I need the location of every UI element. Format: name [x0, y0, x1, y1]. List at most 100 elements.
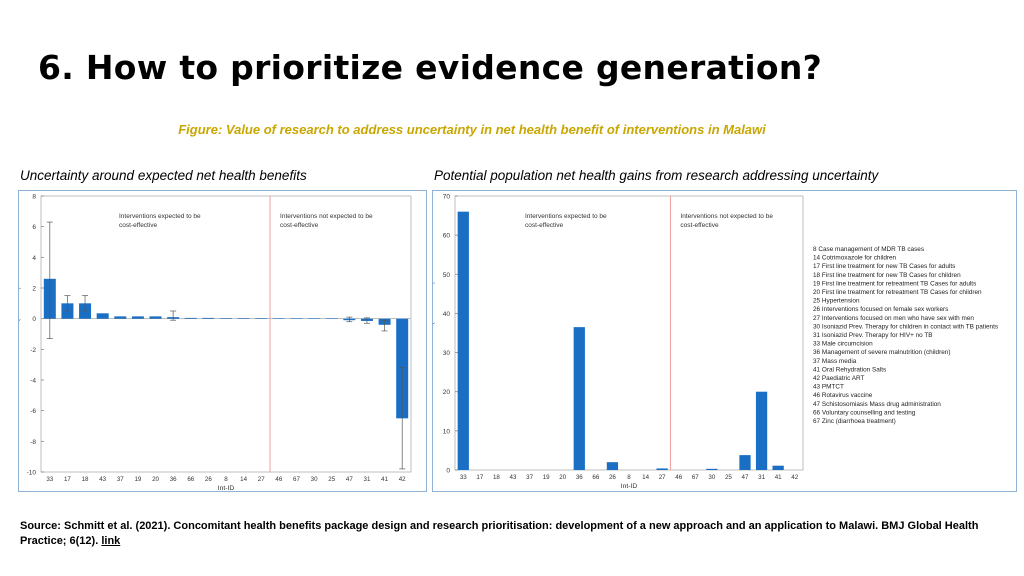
right-legend-entry: 30 Isoniazid Prev. Therapy for children …: [813, 323, 998, 330]
right-legend-entry: 46 Rotavirus vaccine: [813, 392, 873, 399]
left-bar-14: [237, 318, 250, 319]
right-xtick-label: 36: [576, 474, 583, 481]
source-footer: Source: Schmitt et al. (2021). Concomita…: [20, 519, 1010, 549]
left-xtick-label: 30: [311, 476, 318, 483]
left-xtick-label: 37: [117, 476, 124, 483]
figure-caption: Figure: Value of research to address unc…: [178, 122, 766, 137]
left-region-label-right: Interventions not expected to be: [280, 213, 373, 220]
right-xtick-label: 25: [725, 474, 732, 481]
left-bar-67: [290, 318, 303, 319]
left-plot-frame: [40, 195, 412, 473]
left-bar-30: [308, 318, 321, 319]
right-legend-entry: 25 Hypertension: [813, 298, 860, 305]
right-xtick-label: 8: [627, 474, 631, 481]
right-legend-entry: 8 Case management of MDR TB cases: [813, 246, 924, 253]
right-legend-entry: 26 Interventions focused on female sex w…: [813, 306, 948, 313]
left-bar-25: [325, 318, 338, 319]
right-legend-entry: 33 Male circumcision: [813, 341, 873, 348]
left-bar-20: [149, 316, 162, 319]
right-bar-47: [739, 455, 751, 470]
right-xtick-label: 31: [758, 474, 765, 481]
left-xtick-label: 33: [46, 476, 53, 483]
source-text: Source: Schmitt et al. (2021). Concomita…: [20, 520, 979, 547]
right-xtick-label: 42: [791, 474, 798, 481]
slide-title: 6. How to prioritize evidence generation…: [38, 48, 823, 87]
right-ytick-label: 40: [443, 311, 451, 318]
left-chart-caption: Uncertainty around expected net health b…: [20, 168, 307, 183]
left-xtick-label: 41: [381, 476, 388, 483]
right-y-axis-label: Net averted DALYs (in thousands): [433, 282, 435, 385]
right-legend-entry: 43 PMTCT: [813, 384, 844, 391]
right-bar-30: [706, 468, 718, 470]
right-chart-caption: Potential population net health gains fr…: [434, 168, 879, 183]
right-xtick-label: 17: [476, 474, 483, 481]
right-legend-entry: 47 Schistosomiasis Mass drug administrat…: [813, 401, 941, 408]
right-ytick-label: 0: [446, 468, 450, 475]
right-xtick-label: 41: [775, 474, 782, 481]
right-legend-entry: 20 First line treatment for retreatment …: [813, 289, 982, 296]
right-ytick-label: 50: [443, 272, 451, 279]
right-legend-entry: 17 First line treatment for new TB Cases…: [813, 263, 955, 270]
left-xtick-label: 14: [240, 476, 247, 483]
left-xtick-label: 18: [82, 476, 89, 483]
left-ytick-label: 6: [32, 224, 36, 231]
left-ytick-label: -6: [30, 408, 36, 415]
right-x-axis-label: Int-ID: [621, 483, 638, 490]
source-link[interactable]: link: [101, 535, 121, 547]
right-chart-panel: 0 10 20 30 40 50 60 70 Interventions expected to…: [432, 190, 1017, 492]
left-xtick-label: 67: [293, 476, 300, 483]
right-bar-26: [606, 462, 619, 470]
left-y-axis-label: Net averted DALYs (in millions): [19, 287, 21, 381]
left-region-label-left: Interventions expected to be: [119, 213, 201, 220]
right-legend-entry: 36 Management of severe malnutrition (ch…: [813, 349, 950, 356]
left-bar-37: [114, 316, 127, 319]
left-ytick-label: -8: [30, 439, 36, 446]
right-xtick-label: 33: [460, 474, 467, 481]
right-chart: 0 10 20 30 40 50 60 70 Interventions expected to…: [433, 194, 998, 491]
right-ytick-label: 70: [443, 194, 451, 201]
left-region-label-left: cost-effective: [119, 222, 158, 229]
left-bar-8: [220, 318, 232, 319]
left-bar-19: [131, 316, 144, 319]
right-xtick-label: 18: [493, 474, 500, 481]
left-ytick-label: 4: [32, 255, 36, 262]
left-x-axis-label: Int-ID: [218, 485, 235, 491]
left-xtick-label: 17: [64, 476, 71, 483]
right-bar-31: [755, 391, 768, 470]
left-xtick-label: 36: [170, 476, 177, 483]
right-region-label-right: Interventions not expected to be: [680, 213, 773, 220]
right-legend-entry: 37 Mass media: [813, 358, 857, 365]
left-xtick-label: 42: [399, 476, 406, 483]
right-xtick-label: 67: [692, 474, 699, 481]
right-ytick-label: 60: [443, 233, 451, 240]
left-ytick-label: 0: [32, 316, 36, 323]
right-xtick-label: 19: [543, 474, 550, 481]
right-xtick-label: 27: [659, 474, 666, 481]
left-ytick-label: 2: [32, 286, 36, 293]
left-xtick-label: 66: [187, 476, 194, 483]
right-legend-entry: 31 Isoniazid Prev. Therapy for HIV+ no T…: [813, 332, 933, 339]
left-xtick-label: 27: [258, 476, 265, 483]
right-bar-41: [772, 465, 784, 470]
left-xtick-label: 25: [328, 476, 335, 483]
right-legend-entry: 42 Paediatric ART: [813, 375, 864, 382]
right-xtick-label: 14: [642, 474, 649, 481]
left-xtick-label: 46: [275, 476, 282, 483]
left-chart-panel: -10 -8 -6 -4 -2 0 2 4 6 8 Interventions expected t…: [18, 190, 427, 492]
right-region-label-left: cost-effective: [525, 222, 564, 229]
left-xtick-label: 19: [134, 476, 141, 483]
left-xtick-label: 8: [224, 476, 228, 483]
right-region-label-right: cost-effective: [680, 222, 719, 229]
right-region-label-left: Interventions expected to be: [525, 213, 607, 220]
left-ytick-label: -2: [30, 347, 36, 354]
left-ytick-label: -4: [30, 378, 36, 385]
right-bar-36: [573, 327, 585, 470]
right-bar-27: [656, 468, 668, 470]
right-xtick-label: 43: [510, 474, 517, 481]
right-xtick-label: 47: [742, 474, 749, 481]
right-legend-entry: 14 Cotrimoxazole for children: [813, 255, 897, 262]
left-xtick-label: 43: [99, 476, 106, 483]
right-legend-entry: 18 First line treatment for new TB Cases…: [813, 272, 961, 279]
left-xtick-label: 47: [346, 476, 353, 483]
